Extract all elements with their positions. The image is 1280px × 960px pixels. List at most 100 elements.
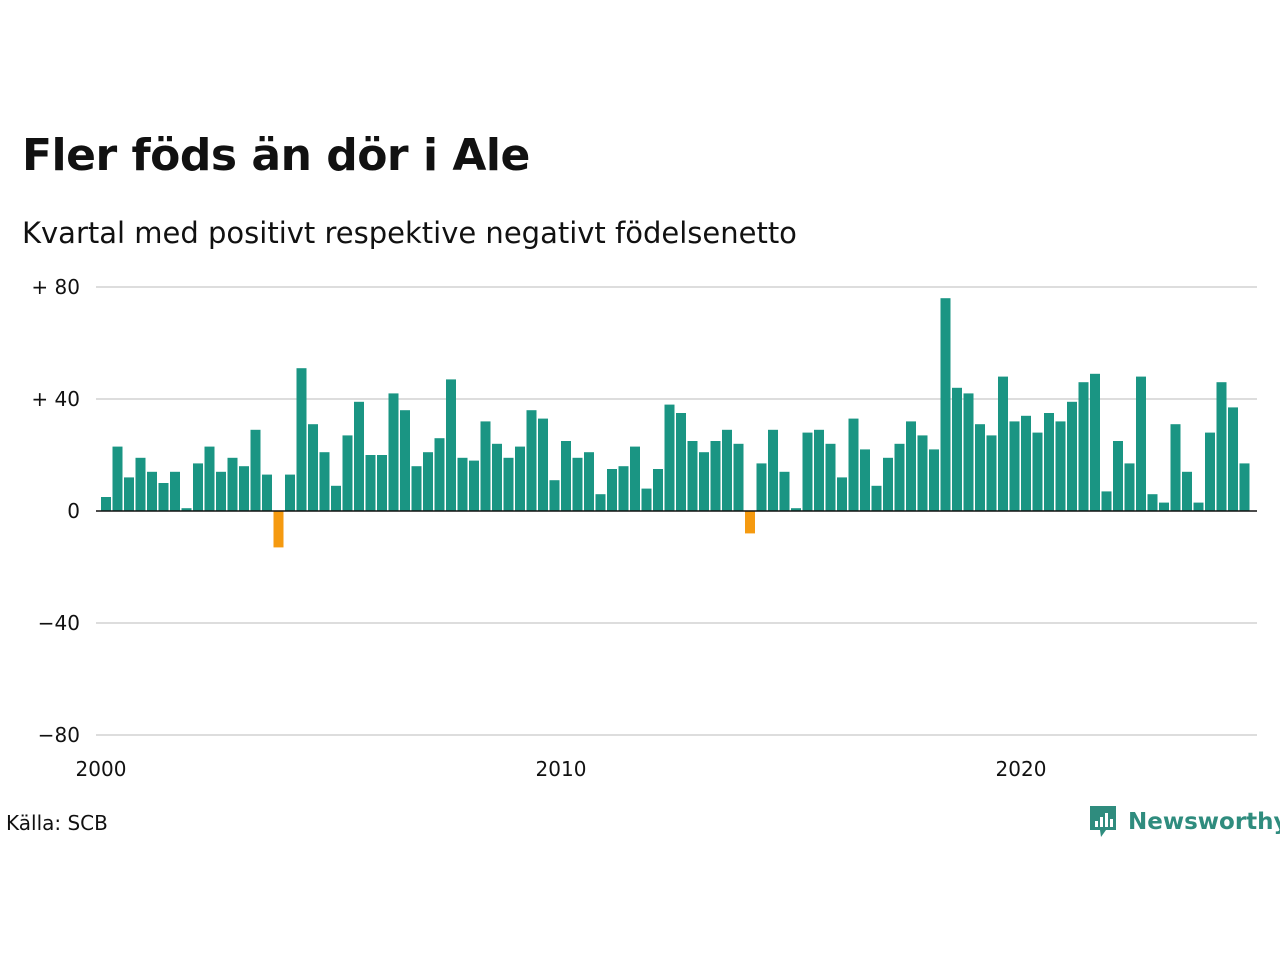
bar-positive <box>883 457 893 511</box>
bar-positive <box>181 508 192 511</box>
logo-text: Newsworthy <box>1128 809 1280 835</box>
bar-negative <box>273 511 284 548</box>
bar-positive <box>929 449 939 511</box>
y-tick-label: 0 <box>67 499 80 523</box>
bar-positive <box>377 455 387 511</box>
bar-positive <box>342 435 353 511</box>
bar-positive <box>837 477 847 511</box>
bar-positive <box>825 443 836 511</box>
bar-positive <box>112 446 123 511</box>
bar-positive <box>1113 441 1123 511</box>
bar-positive <box>1067 401 1077 511</box>
bar-positive <box>710 441 721 511</box>
bar-positive <box>1147 494 1158 511</box>
y-tick-label: −80 <box>38 723 80 747</box>
bar-positive <box>331 485 341 511</box>
bar-positive <box>814 429 824 511</box>
newsworthy-chat-bars-icon <box>1090 806 1116 837</box>
bar-positive <box>607 469 617 511</box>
bar-positive <box>262 474 272 511</box>
bar-positive <box>319 452 330 511</box>
x-tick-label: 2000 <box>76 757 127 781</box>
bar-positive <box>722 429 732 511</box>
bar-positive <box>1124 463 1135 511</box>
y-tick-label: −40 <box>38 611 80 635</box>
bar-positive <box>1193 502 1204 511</box>
bar-positive <box>526 410 537 511</box>
bar-positive <box>1205 432 1215 511</box>
bar-positive <box>193 463 203 511</box>
bar-positive <box>1228 407 1238 511</box>
bar-positive <box>1009 421 1020 511</box>
chart-subtitle: Kvartal med positivt respektive negativt… <box>22 216 797 250</box>
gridlines <box>96 286 1257 736</box>
newsworthy-logo: Newsworthy <box>1088 804 1280 840</box>
bar-positive <box>618 466 629 511</box>
bar-positive <box>216 471 226 511</box>
bar-positive <box>1090 373 1100 511</box>
bar-positive <box>687 441 698 511</box>
bar-positive <box>101 497 111 511</box>
bar-positive <box>871 485 882 511</box>
bar-positive <box>457 457 468 511</box>
bar-positive <box>515 446 525 511</box>
bar-positive <box>1032 432 1043 511</box>
bar-positive <box>204 446 215 511</box>
bar-positive <box>549 480 560 511</box>
bar-positive <box>434 438 445 511</box>
bar-positive <box>538 418 548 511</box>
bar-positive <box>469 460 479 511</box>
bar-negative <box>745 511 755 534</box>
bar-positive <box>124 477 134 511</box>
bar-positive <box>158 483 169 511</box>
bar-positive <box>239 466 249 511</box>
bar-positive <box>676 413 686 511</box>
bar-positive <box>986 435 997 511</box>
bar-positive <box>906 421 916 511</box>
bar-positive <box>170 471 180 511</box>
bar-positive <box>768 429 778 511</box>
bar-positive <box>354 401 364 511</box>
bar-positive <box>572 457 583 511</box>
bar-positive <box>940 298 951 511</box>
bar-positive <box>250 429 261 511</box>
bar-positive <box>227 457 238 511</box>
bar-positive <box>1159 502 1169 511</box>
y-tick-label: + 80 <box>31 275 80 299</box>
bar-positive <box>952 387 962 511</box>
bar-positive <box>641 488 652 511</box>
bar-positive <box>791 508 801 511</box>
bar-positive <box>860 449 870 511</box>
bar-positive <box>1078 382 1089 511</box>
bar-positive <box>296 368 307 511</box>
bar-positive <box>975 424 985 511</box>
bar-positive <box>699 452 709 511</box>
bar-positive <box>998 376 1008 511</box>
bar-positive <box>917 435 928 511</box>
bar-positive <box>308 424 318 511</box>
bar-positive <box>423 452 433 511</box>
source-note: Källa: SCB <box>6 811 108 835</box>
bar-positive <box>664 404 675 511</box>
y-axis-labels: + 80 + 40 0 −40 −80 <box>31 275 80 747</box>
bar-positive <box>848 418 859 511</box>
bar-positive <box>1239 463 1250 511</box>
bar-positive <box>1182 471 1192 511</box>
bar-positive <box>779 471 790 511</box>
bar-positive <box>733 443 744 511</box>
bar-positive <box>630 446 640 511</box>
bar-positive <box>503 457 514 511</box>
bar-positive <box>595 494 606 511</box>
bar-positive <box>400 410 410 511</box>
bar-positive <box>446 379 456 511</box>
bar-positive <box>1044 413 1054 511</box>
bars <box>101 298 1250 548</box>
x-tick-label: 2010 <box>536 757 587 781</box>
bar-positive <box>1055 421 1066 511</box>
bar-positive <box>1216 382 1227 511</box>
bar-positive <box>147 471 157 511</box>
y-tick-label: + 40 <box>31 387 80 411</box>
bar-positive <box>802 432 813 511</box>
bar-positive <box>365 455 376 511</box>
